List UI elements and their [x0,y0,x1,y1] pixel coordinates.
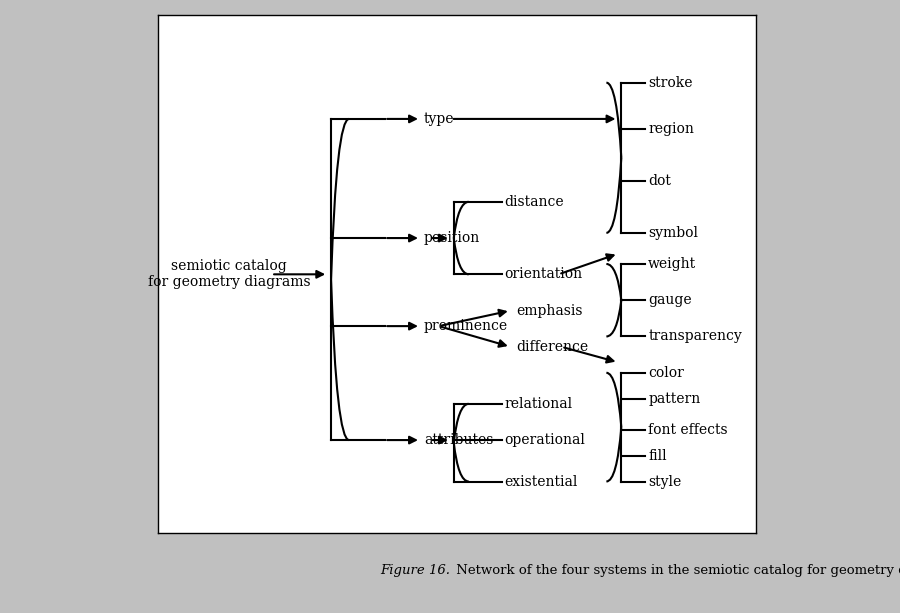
Text: stroke: stroke [648,75,693,89]
Text: emphasis: emphasis [517,303,583,318]
Text: fill: fill [648,449,667,463]
Text: symbol: symbol [648,226,698,240]
Text: distance: distance [505,195,564,209]
Text: Network of the four systems in the semiotic catalog for geometry diagrams.: Network of the four systems in the semio… [452,563,900,577]
Text: gauge: gauge [648,293,692,307]
Text: color: color [648,366,684,379]
Text: dot: dot [648,174,671,188]
Text: existential: existential [505,474,578,489]
Text: font effects: font effects [648,423,728,436]
Text: type: type [424,112,454,126]
Text: difference: difference [517,340,589,354]
Text: attributes: attributes [424,433,493,447]
Text: weight: weight [648,257,697,271]
Text: position: position [424,231,480,245]
Text: transparency: transparency [648,329,742,343]
Text: style: style [648,474,681,489]
Text: relational: relational [505,397,572,411]
Text: region: region [648,122,694,136]
Text: pattern: pattern [648,392,700,406]
Text: orientation: orientation [505,267,583,281]
Text: prominence: prominence [424,319,508,333]
Text: semiotic catalog
for geometry diagrams: semiotic catalog for geometry diagrams [148,259,310,289]
Text: operational: operational [505,433,586,447]
Text: Figure 16.: Figure 16. [380,563,450,577]
